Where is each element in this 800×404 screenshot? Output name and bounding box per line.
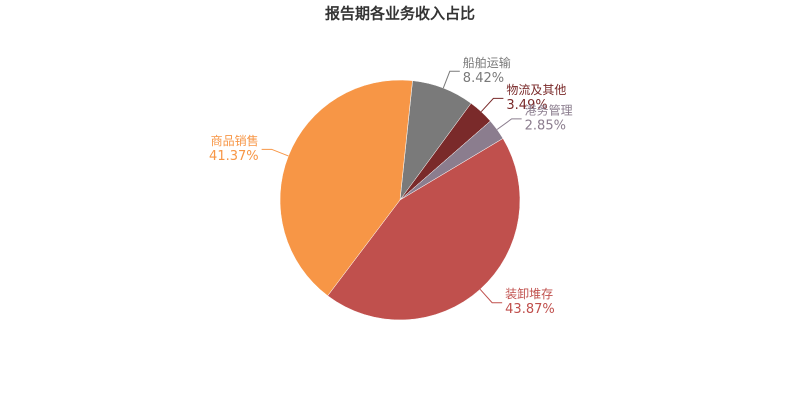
slice-value: 43.87% bbox=[505, 302, 555, 317]
leader-line bbox=[261, 148, 289, 157]
slice-label: 港务管理 bbox=[525, 102, 573, 117]
slice-label: 物流及其他 bbox=[506, 83, 566, 97]
leader-line bbox=[442, 70, 460, 89]
chart-title: 报告期各业务收入占比 bbox=[325, 5, 475, 23]
slice-label: 船舶运输 bbox=[463, 55, 511, 70]
slice-value: 2.85% bbox=[525, 118, 566, 133]
leader-line bbox=[496, 118, 522, 130]
slice-value: 8.42% bbox=[463, 71, 504, 86]
slice-label: 装卸堆存 bbox=[505, 286, 553, 301]
pie-slice bbox=[327, 138, 521, 321]
pie-slice bbox=[279, 79, 413, 297]
leader-line bbox=[480, 97, 504, 112]
leader-line bbox=[479, 288, 503, 304]
slice-value: 41.37% bbox=[209, 149, 259, 164]
slice-label: 商品销售 bbox=[211, 133, 259, 148]
slice-value: 3.49% bbox=[506, 98, 547, 113]
